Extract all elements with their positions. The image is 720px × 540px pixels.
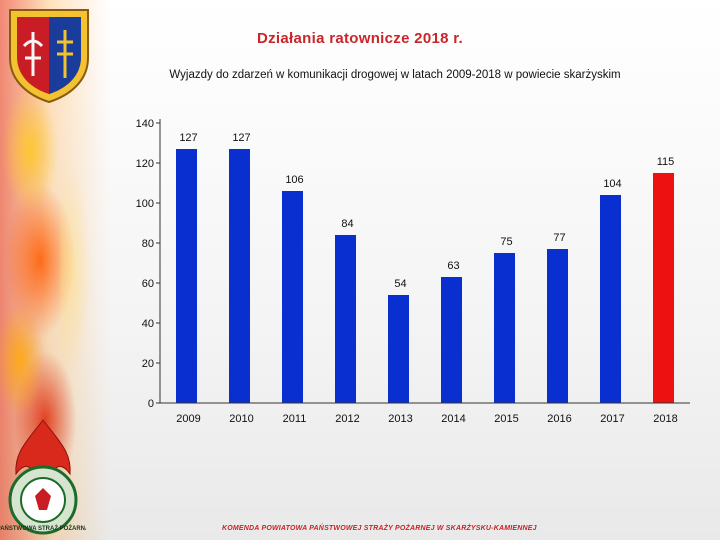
x-tick-label: 2017 [600,413,624,425]
bar-value-label: 104 [603,178,621,190]
emblem-text: PAŃSTWOWA STRAŻ POŻARNA [0,524,86,532]
y-tick-label: 140 [136,118,154,130]
bar [282,191,303,403]
bar [547,249,568,403]
x-tick-label: 2011 [283,413,307,425]
y-tick-label: 120 [136,158,154,170]
bar-series: 127 127 106 84 54 63 75 77 104 115 [176,132,674,403]
chart-subtitle: Wyjazdy do zdarzeń w komunikacji drogowe… [169,69,621,81]
bar [335,235,356,403]
flame-glow-decoration [60,110,130,430]
bar [441,277,462,403]
y-tick-label: 60 [142,278,154,290]
y-tick-label: 100 [136,198,154,210]
x-tick-label: 2014 [441,413,465,425]
bar-value-label: 115 [657,156,675,168]
x-axis: 2009 2010 2011 2012 2013 2014 2015 2016 2017 2018 [160,402,690,425]
bar-value-label: 106 [285,174,303,186]
x-tick-label: 2013 [388,413,412,425]
bar-value-label: 54 [394,278,406,290]
y-axis: 0 20 40 60 80 100 120 140 [136,118,161,410]
bar [494,253,515,403]
bar [653,173,674,403]
x-tick-label: 2018 [653,413,677,425]
bar-value-label: 77 [553,232,565,244]
fire-service-emblem-icon: PAŃSTWOWA STRAŻ POŻARNA [0,419,86,535]
page-title: Działania ratownicze 2018 r. [257,30,463,47]
bar [600,195,621,403]
bar-value-label: 84 [341,218,353,230]
y-tick-label: 0 [148,398,154,410]
bar [229,149,250,403]
footer-text: KOMENDA POWIATOWA PAŃSTWOWEJ STRAŻY POŻA… [222,525,537,532]
bar-value-label: 127 [179,132,197,144]
x-tick-label: 2016 [547,413,571,425]
bar-value-label: 127 [232,132,250,144]
x-tick-label: 2010 [229,413,253,425]
x-tick-label: 2009 [176,413,200,425]
bar-value-label: 75 [500,236,512,248]
coat-of-arms-icon [9,9,89,104]
bar-value-label: 63 [447,260,459,272]
y-tick-label: 20 [142,358,154,370]
x-tick-label: 2015 [494,413,518,425]
x-tick-label: 2012 [335,413,359,425]
y-tick-label: 40 [142,318,154,330]
y-tick-label: 80 [142,238,154,250]
bar [388,295,409,403]
bar [176,149,197,403]
